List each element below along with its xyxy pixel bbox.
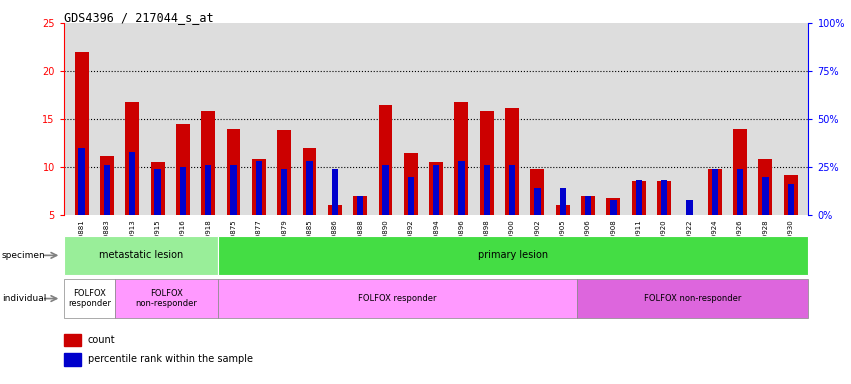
Bar: [328, 205, 342, 215]
Text: specimen: specimen: [2, 251, 45, 260]
Bar: [585, 196, 591, 215]
Bar: [758, 159, 773, 215]
Bar: [454, 102, 468, 215]
Bar: [231, 165, 237, 215]
Text: individual: individual: [2, 294, 46, 303]
Bar: [125, 102, 140, 215]
Bar: [483, 165, 490, 215]
Bar: [176, 124, 190, 215]
Bar: [353, 196, 367, 215]
Bar: [686, 200, 693, 215]
Bar: [708, 169, 722, 215]
Bar: [459, 161, 465, 215]
Bar: [226, 129, 241, 215]
Bar: [277, 130, 291, 215]
Text: metastatic lesion: metastatic lesion: [99, 250, 183, 260]
Bar: [281, 169, 288, 215]
Bar: [505, 108, 519, 215]
Bar: [115, 279, 218, 318]
Bar: [429, 162, 443, 215]
Text: count: count: [88, 335, 115, 345]
Text: FOLFOX
responder: FOLFOX responder: [68, 289, 111, 308]
Bar: [433, 165, 439, 215]
Bar: [104, 165, 110, 215]
Bar: [607, 198, 620, 215]
Bar: [306, 161, 312, 215]
Bar: [610, 200, 617, 215]
Text: FOLFOX
non-responder: FOLFOX non-responder: [135, 289, 197, 308]
Bar: [408, 177, 414, 215]
Bar: [556, 205, 569, 215]
Bar: [75, 52, 89, 215]
Bar: [711, 169, 718, 215]
Bar: [737, 169, 743, 215]
Bar: [252, 159, 266, 215]
Bar: [762, 177, 768, 215]
Bar: [382, 165, 389, 215]
Bar: [530, 169, 545, 215]
Bar: [534, 188, 540, 215]
Bar: [631, 182, 646, 215]
Bar: [218, 236, 808, 275]
Bar: [509, 165, 515, 215]
Bar: [404, 152, 418, 215]
Bar: [218, 279, 577, 318]
Bar: [784, 175, 797, 215]
Bar: [255, 161, 262, 215]
Bar: [64, 236, 218, 275]
Bar: [787, 184, 794, 215]
Bar: [180, 167, 186, 215]
Bar: [64, 334, 81, 346]
Text: primary lesion: primary lesion: [478, 250, 548, 260]
Bar: [64, 279, 115, 318]
Bar: [733, 129, 747, 215]
Bar: [661, 180, 667, 215]
Bar: [332, 169, 338, 215]
Text: GDS4396 / 217044_s_at: GDS4396 / 217044_s_at: [64, 12, 214, 25]
Bar: [657, 182, 671, 215]
Bar: [78, 148, 85, 215]
Bar: [303, 148, 317, 215]
Bar: [205, 165, 211, 215]
Bar: [581, 196, 595, 215]
Bar: [151, 162, 164, 215]
Bar: [100, 156, 114, 215]
Text: FOLFOX responder: FOLFOX responder: [358, 294, 437, 303]
Bar: [201, 111, 215, 215]
Text: percentile rank within the sample: percentile rank within the sample: [88, 354, 253, 364]
Bar: [560, 188, 566, 215]
Bar: [129, 152, 135, 215]
Bar: [636, 180, 642, 215]
Bar: [480, 111, 494, 215]
Bar: [64, 353, 81, 366]
Bar: [154, 169, 161, 215]
Text: FOLFOX non-responder: FOLFOX non-responder: [644, 294, 741, 303]
Bar: [379, 104, 392, 215]
Bar: [577, 279, 808, 318]
Bar: [357, 196, 363, 215]
